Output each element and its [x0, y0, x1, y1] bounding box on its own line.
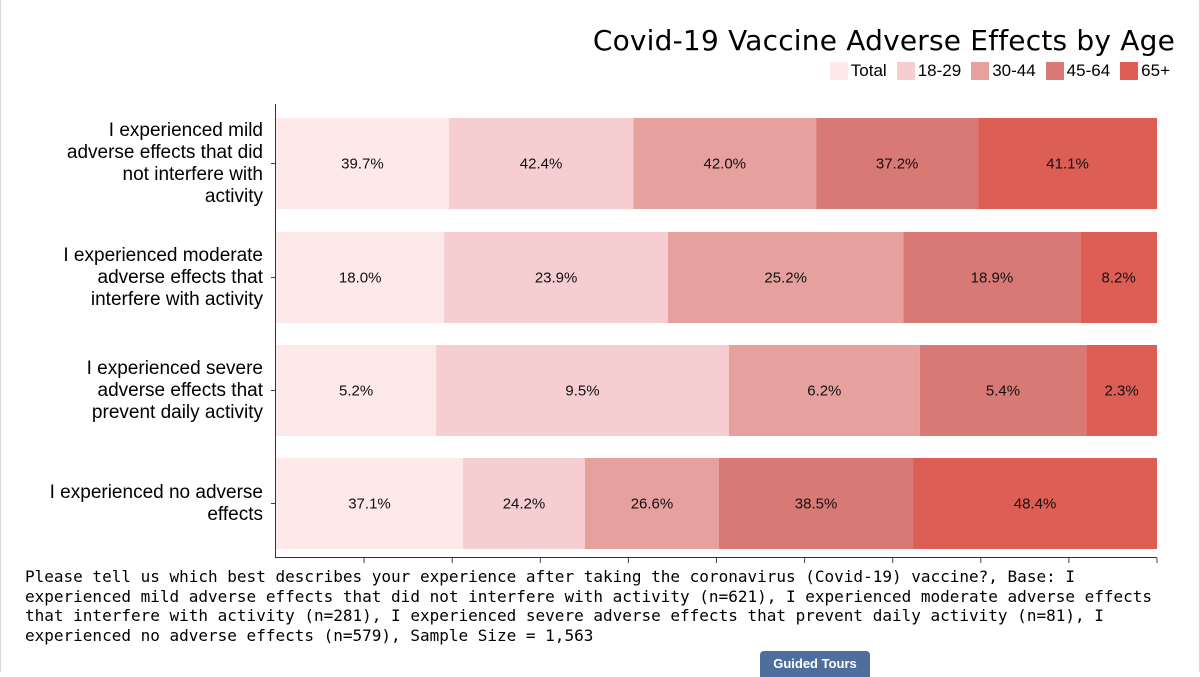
data-label: 39.7% — [341, 156, 384, 173]
data-label: 25.2% — [764, 270, 807, 287]
data-label: 9.5% — [565, 383, 599, 400]
chart-footnote: Please tell us which best describes your… — [25, 567, 1153, 645]
bar-segment — [462, 458, 585, 549]
data-label: 41.1% — [1046, 156, 1089, 173]
category-label-line: interfere with activity — [90, 288, 263, 310]
bar-segment — [276, 345, 437, 436]
bar-segment — [919, 345, 1087, 436]
data-label: 42.4% — [520, 156, 563, 173]
category-label-line: activity — [204, 185, 263, 207]
legend-swatch — [971, 62, 990, 80]
data-label: 26.6% — [631, 496, 674, 513]
legend-item: 18-29 — [896, 61, 962, 81]
category-label: I experienced moderate adverse effects th… — [13, 245, 263, 311]
legend-label: Total — [850, 61, 887, 80]
category-label-line: adverse effects that — [97, 379, 263, 401]
legend-item: 45-64 — [1045, 61, 1111, 81]
bar-segment — [633, 118, 817, 209]
data-label: 18.9% — [971, 270, 1014, 287]
bar-segment — [436, 345, 729, 436]
bar-segment — [719, 458, 914, 549]
bar-segment — [448, 118, 634, 209]
category-label-line: adverse effects that — [97, 266, 263, 288]
category-label-line: I experienced no adverse — [49, 481, 263, 503]
chart-title: Covid-19 Vaccine Adverse Effects by Age — [592, 24, 1175, 57]
category-label: I experienced severe adverse effects that… — [13, 358, 263, 424]
bar-segment — [584, 458, 720, 549]
bar-segment — [816, 118, 979, 209]
data-label: 18.0% — [339, 270, 382, 287]
legend-item: 30-44 — [971, 61, 1036, 81]
legend-label: 18-29 — [917, 61, 962, 80]
category-label-line: I experienced moderate — [63, 244, 263, 266]
data-label: 37.1% — [348, 496, 391, 513]
bar-segment — [728, 345, 920, 436]
legend-item: Total — [829, 61, 887, 81]
legend-swatch — [1120, 62, 1139, 80]
bar-segment — [903, 232, 1081, 323]
legend-item: 65+ — [1120, 61, 1170, 81]
bar-segment — [1086, 345, 1157, 436]
bar-segment — [276, 118, 449, 209]
legend-swatch — [829, 62, 848, 80]
guided-tours-button[interactable]: Guided Tours — [760, 651, 870, 677]
category-label-line: I experienced mild — [108, 119, 263, 141]
legend-swatch — [896, 62, 915, 80]
data-label: 6.2% — [807, 383, 841, 400]
category-label-line: prevent daily activity — [91, 401, 263, 423]
data-label: 8.2% — [1102, 270, 1136, 287]
data-label: 37.2% — [876, 156, 919, 173]
data-label: 5.2% — [339, 383, 373, 400]
category-label: I experienced mild adverse effects that d… — [13, 120, 263, 208]
bar-segment — [667, 232, 904, 323]
bar-segment — [1080, 232, 1157, 323]
data-label: 24.2% — [503, 496, 546, 513]
chart-legend: Total 18-29 30-44 45-64 65+ — [826, 61, 1170, 81]
category-label-line: effects — [207, 503, 263, 525]
category-label-line: adverse effects that did — [66, 141, 263, 163]
bar-segment — [913, 458, 1157, 549]
category-label: I experienced no adverse effects — [13, 482, 263, 526]
data-label: 42.0% — [703, 156, 746, 173]
category-label-line: not interfere with — [122, 163, 263, 185]
legend-label: 30-44 — [992, 61, 1036, 80]
bar-segment — [276, 458, 463, 549]
data-label: 38.5% — [795, 496, 838, 513]
data-label: 2.3% — [1104, 383, 1138, 400]
legend-swatch — [1045, 62, 1064, 80]
category-label-line: I experienced severe — [86, 357, 263, 379]
data-label: 23.9% — [535, 270, 578, 287]
legend-label: 45-64 — [1066, 61, 1111, 80]
data-label: 5.4% — [986, 383, 1020, 400]
bar-segment — [978, 118, 1157, 209]
data-label: 48.4% — [1014, 496, 1057, 513]
legend-label: 65+ — [1141, 61, 1170, 80]
bar-segment — [276, 232, 445, 323]
bar-segment — [444, 232, 668, 323]
